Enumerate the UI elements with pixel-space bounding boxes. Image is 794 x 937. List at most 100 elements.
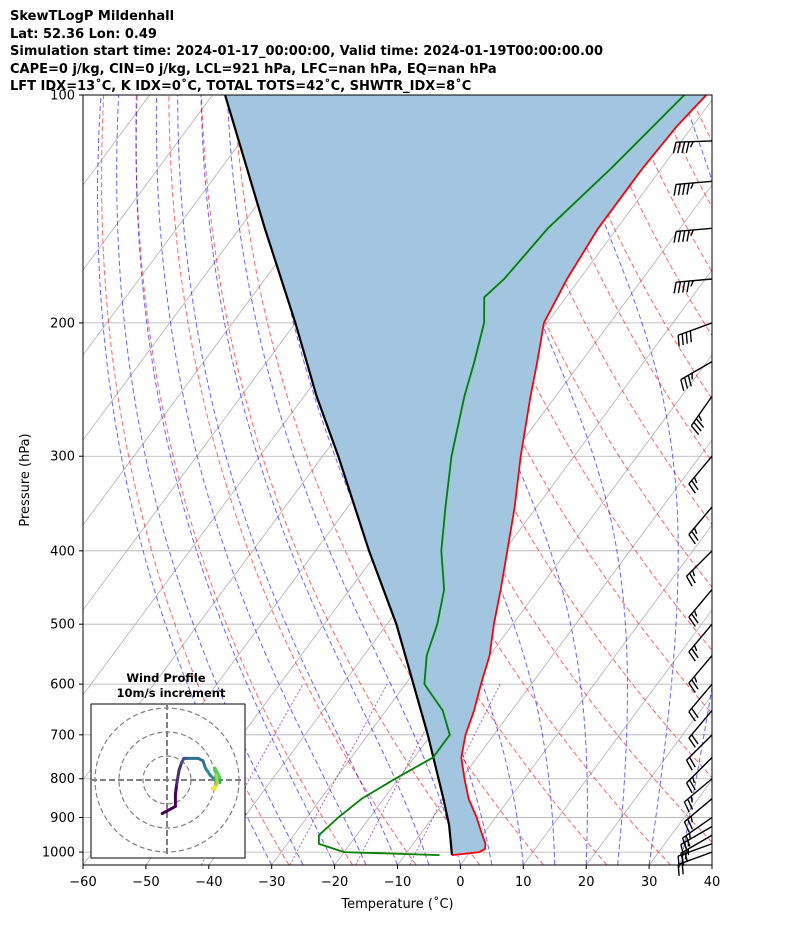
wind-barb <box>685 757 713 794</box>
dry-adiabat <box>168 95 417 865</box>
wind-barb <box>688 683 713 722</box>
x-axis-label: Temperature (˚C) <box>340 896 453 912</box>
hodograph-plot <box>91 704 245 858</box>
barb-staff <box>675 140 713 143</box>
barb-feather <box>682 183 686 195</box>
barb-feather <box>690 816 693 823</box>
barb-feather <box>688 616 696 627</box>
wind-barbs <box>672 140 713 876</box>
moist-adiabat <box>463 95 628 865</box>
hodograph-segment <box>175 768 181 787</box>
barb-feather <box>681 837 688 850</box>
y-tick-label: 700 <box>50 728 75 743</box>
barb-feather <box>693 676 698 683</box>
barb-staff <box>686 757 713 784</box>
dry-adiabat <box>689 95 712 143</box>
chart-title: SkewTLogP Mildenhall <box>10 9 175 24</box>
barb-staff <box>688 506 713 535</box>
barb-feather <box>690 425 700 435</box>
isotherm-line <box>711 864 712 865</box>
dry-adiabat <box>298 95 671 865</box>
barb-staff <box>690 395 713 427</box>
barb-staff <box>676 278 713 283</box>
barb-feather <box>688 682 696 693</box>
x-tick-label: 20 <box>578 875 595 890</box>
isotherm-line <box>460 524 712 865</box>
barb-feather <box>689 141 694 148</box>
moist-adiabat <box>226 95 461 865</box>
barb-feather <box>693 476 698 484</box>
moist-adiabat <box>135 95 336 865</box>
hodograph-subtitle: 10m/s increment <box>117 686 226 700</box>
y-tick-label: 100 <box>50 89 75 104</box>
x-tick-label: −60 <box>69 875 96 890</box>
location-line: Lat: 52.36 Lon: 0.49 <box>10 26 157 42</box>
hodograph-segment <box>173 783 179 796</box>
dry-adiabat <box>624 95 712 273</box>
barb-feather <box>673 231 677 243</box>
moist-adiabat <box>177 95 398 865</box>
barb-feather <box>695 418 705 428</box>
barb-staff <box>686 550 713 577</box>
barb-feather <box>680 844 685 856</box>
barb-staff <box>688 623 713 653</box>
barb-feather <box>685 141 690 154</box>
barb-staff <box>677 322 713 336</box>
axis-layer: −60 −50 −40 −30 −20 −10 0 10 20 30 40 100 200 300 400 5… <box>42 89 720 891</box>
barb-feather <box>688 483 696 494</box>
wind-barb <box>673 180 713 196</box>
barb-feather <box>685 782 693 794</box>
hodograph-inset: Wind Profile 10m/s increment <box>90 671 246 859</box>
wind-barb <box>688 506 713 545</box>
hodograph-segment <box>160 804 177 816</box>
barb-feather <box>688 572 696 584</box>
stability-line: CAPE=0 j/kg, CIN=0 j/kg, LCL=921 hPa, LF… <box>10 61 497 77</box>
barb-feather <box>677 183 682 196</box>
x-tick-label: −10 <box>384 875 411 890</box>
barb-staff <box>688 589 713 618</box>
barb-feather <box>685 332 688 344</box>
barb-feather <box>680 379 685 391</box>
barb-staff <box>683 778 713 803</box>
barb-feather <box>681 141 686 154</box>
wind-barb <box>680 361 713 391</box>
barb-feather <box>693 644 698 652</box>
barb-staff <box>688 683 713 713</box>
barb-feather <box>688 833 691 840</box>
barb-feather <box>693 610 698 617</box>
y-tick-label: 900 <box>50 811 75 826</box>
barb-feather <box>683 801 690 813</box>
barb-staff <box>676 180 713 186</box>
wind-barb <box>690 395 713 435</box>
wind-barb <box>688 623 713 662</box>
parcel-profile-line <box>224 95 454 856</box>
barb-feather <box>686 183 690 195</box>
wind-barb <box>685 734 713 771</box>
isotherm-line <box>775 95 794 865</box>
isotherm-line <box>585 694 712 865</box>
barb-feather <box>691 530 699 541</box>
index-line: LFT IDX=13˚C, K IDX=0˚C, TOTAL TOTS=42˚C… <box>10 79 472 94</box>
barb-feather <box>672 142 677 154</box>
barb-feather <box>690 229 694 236</box>
barb-feather <box>691 480 699 491</box>
mixing-ratio-line <box>289 683 388 865</box>
wind-barb <box>672 140 713 154</box>
barb-feather <box>687 798 694 810</box>
dry-adiabat <box>493 95 712 526</box>
isotherm-line <box>83 95 339 441</box>
wind-barb <box>688 589 713 627</box>
barb-feather <box>683 377 689 389</box>
x-tick-label: −30 <box>258 875 285 890</box>
moist-adiabat <box>116 95 304 865</box>
barb-feather <box>690 796 693 803</box>
y-tick-label: 500 <box>50 618 75 633</box>
isotherm-line <box>522 609 712 865</box>
wind-barb <box>685 550 713 587</box>
hodograph-title: Wind Profile <box>126 671 206 685</box>
barb-feather <box>677 141 682 154</box>
y-tick-label: 600 <box>50 678 75 693</box>
x-tick-label: 0 <box>456 875 464 890</box>
barb-feather <box>691 613 699 624</box>
